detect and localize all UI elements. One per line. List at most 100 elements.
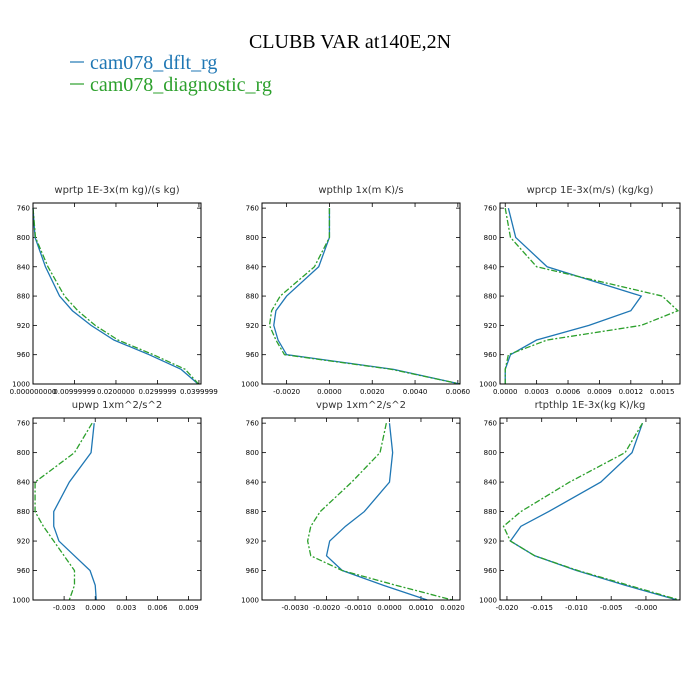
- x-tick-label: -0.000: [635, 604, 658, 612]
- y-tick-label: 800: [246, 449, 259, 457]
- panel-title: upwp 1xm^2/s^2: [72, 400, 162, 411]
- x-tick-label: -0.010: [565, 604, 588, 612]
- x-tick-label: 0.006: [147, 604, 168, 612]
- x-tick-label: 0.0060: [446, 388, 471, 396]
- profile-line: [504, 207, 643, 384]
- y-tick-label: 880: [484, 293, 497, 301]
- y-tick-label: 880: [246, 508, 259, 516]
- profile-line: [32, 208, 199, 385]
- x-tick-label: -0.0030: [282, 604, 309, 612]
- y-tick-label: 880: [17, 293, 30, 301]
- panel-title: rtpthlp 1E-3x(kg K)/kg: [535, 400, 646, 411]
- y-tick-label: 960: [246, 567, 259, 575]
- y-tick-label: 1000: [12, 381, 30, 389]
- x-tick-label: 0.0009: [587, 388, 612, 396]
- profile-line: [502, 422, 680, 601]
- y-tick-label: 960: [17, 351, 30, 359]
- figure-title: CLUBB VAR at140E,2N: [249, 31, 451, 53]
- x-tick-label: -0.0020: [313, 604, 340, 612]
- x-tick-label: 0.0003: [524, 388, 549, 396]
- panel-title: vpwp 1xm^2/s^2: [316, 400, 406, 411]
- y-tick-label: 840: [484, 479, 497, 487]
- y-tick-label: 760: [484, 420, 497, 428]
- x-tick-label: 0.0000: [493, 388, 518, 396]
- y-tick-label: 800: [17, 449, 30, 457]
- x-tick-label: 0.000000000: [10, 388, 57, 396]
- x-tick-label: 0.0020: [360, 388, 385, 396]
- plot-frame: [499, 202, 681, 385]
- plot-frame: [261, 202, 461, 385]
- panel-title: wpthlp 1x(m K)/s: [318, 185, 403, 196]
- x-tick-label: -0.0020: [273, 388, 300, 396]
- y-tick-label: 800: [484, 449, 497, 457]
- plot-frame: [499, 417, 681, 601]
- y-tick-label: 880: [484, 508, 497, 516]
- x-tick-label: 0.0010: [409, 604, 434, 612]
- y-tick-label: 1000: [479, 597, 497, 605]
- y-tick-label: 760: [246, 205, 259, 213]
- x-tick-label: 0.009: [179, 604, 199, 612]
- y-tick-label: 840: [246, 263, 259, 271]
- profile-line: [509, 422, 678, 601]
- x-tick-label: 0.0020: [440, 604, 465, 612]
- x-tick-label: 0.0006: [556, 388, 581, 396]
- y-tick-label: 1000: [241, 381, 259, 389]
- y-tick-label: 800: [17, 234, 30, 242]
- x-tick-label: 0.00999999: [53, 388, 95, 396]
- x-tick-label: 0.0000: [377, 604, 402, 612]
- profile-line: [53, 423, 97, 601]
- y-tick-label: 920: [17, 538, 30, 546]
- y-tick-label: 800: [484, 234, 497, 242]
- y-tick-label: 840: [17, 479, 30, 487]
- y-tick-label: 800: [246, 234, 259, 242]
- x-tick-label: -0.003: [53, 604, 76, 612]
- x-tick-label: 0.0012: [619, 388, 644, 396]
- y-tick-label: 880: [246, 293, 259, 301]
- x-tick-label: -0.005: [600, 604, 623, 612]
- y-tick-label: 840: [17, 263, 30, 271]
- y-tick-label: 1000: [12, 597, 30, 605]
- x-tick-label: 0.0399999: [180, 388, 218, 396]
- profile-line: [504, 208, 680, 384]
- y-tick-label: 920: [246, 322, 259, 330]
- panel-title: wprtp 1E-3x(m kg)/(s kg): [54, 185, 179, 196]
- x-tick-label: -0.015: [530, 604, 553, 612]
- y-tick-label: 960: [246, 351, 259, 359]
- y-tick-label: 920: [17, 322, 30, 330]
- profile-line: [306, 423, 453, 601]
- y-tick-label: 840: [484, 263, 497, 271]
- legend-label: cam078_dflt_rg: [90, 52, 217, 74]
- y-tick-label: 920: [484, 538, 497, 546]
- y-tick-label: 760: [484, 205, 497, 213]
- plot-frame: [32, 202, 202, 385]
- panel-title: wprcp 1E-3x(m/s) (kg/kg): [527, 185, 654, 196]
- x-tick-label: 0.0000: [317, 388, 342, 396]
- y-tick-label: 920: [246, 538, 259, 546]
- x-tick-label: -0.0010: [344, 604, 371, 612]
- y-tick-label: 760: [246, 420, 259, 428]
- profile-line: [32, 208, 199, 385]
- y-tick-label: 760: [17, 205, 30, 213]
- x-tick-label: 0.000: [85, 604, 105, 612]
- profile-line: [325, 423, 428, 601]
- y-tick-label: 840: [246, 479, 259, 487]
- y-tick-label: 920: [484, 322, 497, 330]
- x-tick-label: 0.0015: [650, 388, 675, 396]
- y-tick-label: 960: [484, 351, 497, 359]
- x-tick-label: -0.020: [496, 604, 519, 612]
- x-tick-label: 0.0200000: [97, 388, 135, 396]
- y-tick-label: 1000: [241, 597, 259, 605]
- x-tick-label: 0.0299999: [139, 388, 177, 396]
- y-tick-label: 880: [17, 508, 30, 516]
- x-tick-label: 0.0040: [403, 388, 428, 396]
- y-tick-label: 960: [17, 567, 30, 575]
- plot-frame: [261, 417, 461, 601]
- x-tick-label: 0.003: [116, 604, 136, 612]
- profile-line: [268, 208, 461, 385]
- legend-label: cam078_diagnostic_rg: [90, 74, 272, 96]
- y-tick-label: 760: [17, 420, 30, 428]
- y-tick-label: 960: [484, 567, 497, 575]
- y-tick-label: 1000: [479, 381, 497, 389]
